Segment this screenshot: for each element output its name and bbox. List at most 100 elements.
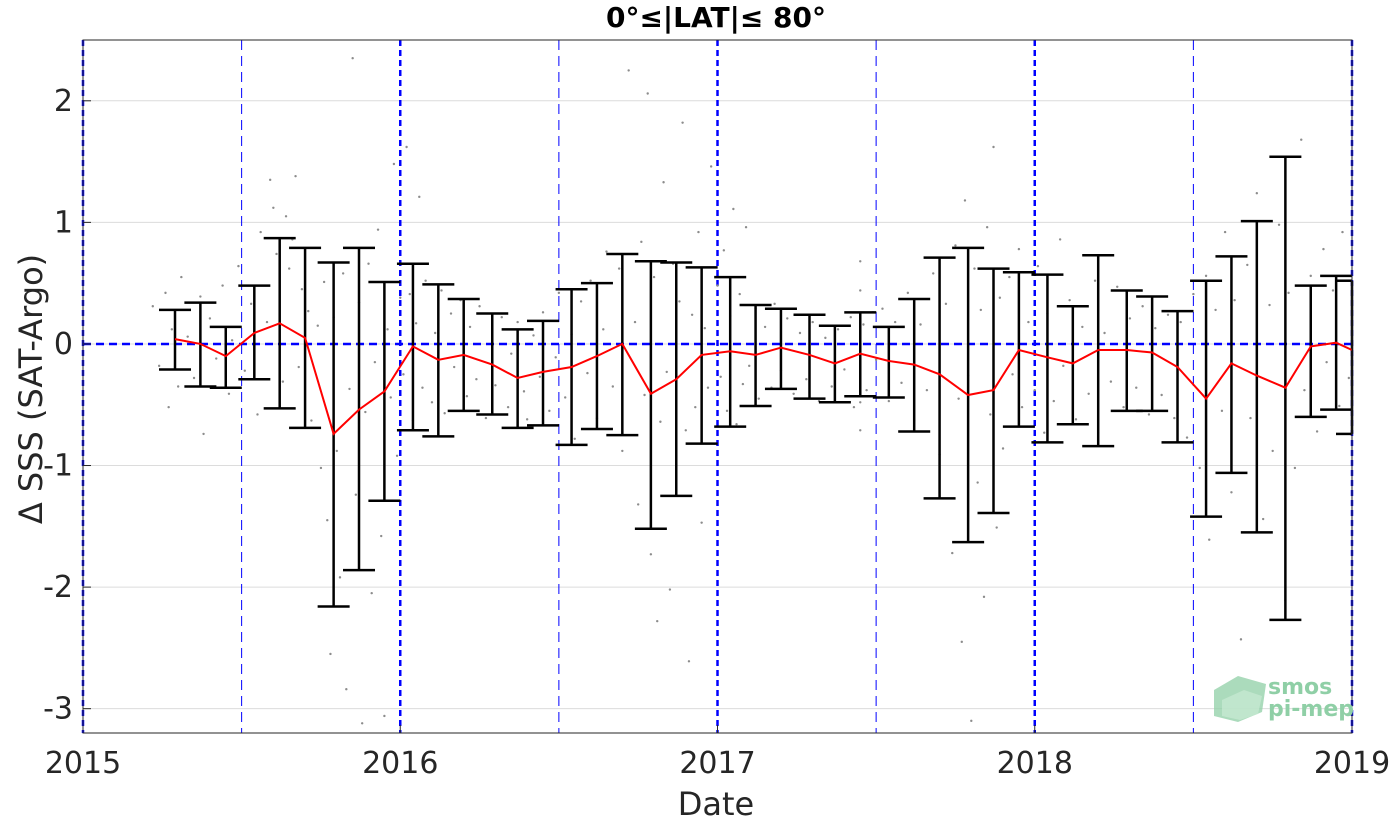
scatter-point bbox=[484, 416, 488, 420]
scatter-point bbox=[1017, 247, 1021, 251]
scatter-point bbox=[919, 323, 922, 326]
scatter-point bbox=[500, 316, 503, 319]
scatter-point bbox=[1179, 320, 1182, 324]
scatter-point bbox=[1322, 247, 1325, 251]
scatter-point bbox=[433, 331, 437, 335]
x-tick-label: 2019 bbox=[1314, 746, 1390, 781]
scatter-point bbox=[957, 397, 960, 400]
scatter-point bbox=[1300, 138, 1303, 141]
scatter-point bbox=[389, 396, 392, 399]
scatter-point bbox=[510, 352, 513, 355]
scatter-point bbox=[1011, 373, 1014, 376]
scatter-point bbox=[272, 206, 275, 209]
scatter-point bbox=[786, 317, 789, 320]
y-axis-label: Δ SSS (SAT-Argo) bbox=[12, 254, 50, 524]
scatter-point bbox=[522, 390, 526, 393]
scatter-point bbox=[367, 262, 370, 265]
scatter-point bbox=[208, 317, 212, 320]
scatter-point bbox=[164, 291, 167, 295]
scatter-point bbox=[805, 378, 808, 381]
scatter-point bbox=[1347, 376, 1351, 380]
scatter-point bbox=[725, 409, 729, 413]
scatter-point bbox=[944, 302, 948, 306]
scatter-point bbox=[719, 375, 722, 378]
scatter-point bbox=[351, 57, 354, 60]
scatter-point bbox=[748, 364, 751, 368]
scatter-point bbox=[360, 722, 364, 725]
x-tick-label: 2018 bbox=[997, 746, 1073, 781]
scatter-point bbox=[151, 305, 154, 308]
scatter-point bbox=[157, 364, 161, 368]
scatter-point bbox=[265, 320, 269, 324]
scatter-point bbox=[554, 356, 557, 359]
scatter-point bbox=[326, 519, 329, 522]
scatter-point bbox=[662, 181, 665, 184]
scatter-point bbox=[386, 328, 389, 331]
scatter-point bbox=[202, 432, 205, 436]
scatter-point bbox=[646, 92, 649, 95]
scatter-point bbox=[605, 250, 608, 253]
chart-title: 0°≤|LAT|≤ 80° bbox=[606, 1, 826, 34]
scatter-point bbox=[525, 418, 529, 421]
scatter-point bbox=[405, 145, 408, 149]
scatter-point bbox=[199, 295, 202, 298]
scatter-point bbox=[985, 226, 989, 229]
y-tick-label: -2 bbox=[43, 570, 73, 605]
scatter-point bbox=[1008, 275, 1011, 279]
scatter-point bbox=[1074, 418, 1078, 421]
scatter-point bbox=[440, 289, 443, 292]
scatter-point bbox=[643, 393, 646, 397]
scatter-point bbox=[1068, 298, 1071, 302]
scatter-point bbox=[859, 289, 862, 292]
scatter-point bbox=[963, 199, 967, 202]
scatter-point bbox=[443, 412, 446, 415]
scatter-point bbox=[982, 595, 986, 599]
scatter-point bbox=[1255, 191, 1259, 195]
scatter-point bbox=[636, 503, 640, 506]
scatter-point bbox=[294, 174, 297, 178]
scatter-point bbox=[992, 145, 995, 149]
scatter-point bbox=[230, 339, 234, 342]
scatter-point bbox=[322, 280, 326, 284]
scatter-point bbox=[830, 385, 833, 388]
x-axis-label: Date bbox=[678, 785, 754, 819]
scatter-point bbox=[757, 397, 760, 400]
scatter-point bbox=[798, 331, 802, 335]
scatter-point bbox=[602, 328, 605, 331]
scatter-point bbox=[348, 387, 351, 391]
scatter-point bbox=[716, 284, 719, 287]
scatter-point bbox=[611, 385, 615, 388]
scatter-point bbox=[656, 619, 659, 623]
scatter-point bbox=[1268, 303, 1271, 307]
scatter-point bbox=[893, 320, 897, 324]
scatter-point bbox=[297, 365, 300, 369]
scatter-point bbox=[1185, 436, 1189, 439]
scatter-point bbox=[989, 413, 992, 416]
scatter-point bbox=[564, 396, 567, 399]
scatter-point bbox=[633, 320, 637, 324]
scatter-point bbox=[741, 382, 745, 386]
scatter-point bbox=[862, 323, 865, 326]
scatter-point bbox=[227, 392, 231, 395]
scatter-point bbox=[380, 534, 383, 538]
y-tick-label: 1 bbox=[54, 205, 73, 240]
mean-line-layer bbox=[174, 322, 1353, 436]
scatter-point bbox=[1303, 388, 1306, 392]
scatter-point bbox=[256, 413, 259, 416]
y-tick-label: -1 bbox=[43, 449, 73, 484]
scatter-point bbox=[589, 279, 592, 282]
scatter-point bbox=[1135, 386, 1138, 389]
scatter-point bbox=[906, 291, 910, 295]
scatter-point bbox=[475, 378, 478, 381]
scatter-point bbox=[1261, 517, 1265, 521]
error-bars bbox=[159, 155, 1354, 622]
scatter-point bbox=[392, 162, 396, 166]
scatter-point bbox=[573, 437, 576, 440]
scatter-point bbox=[865, 388, 868, 392]
scatter-point bbox=[249, 302, 253, 306]
scatter-point bbox=[1087, 392, 1090, 395]
scatter-point bbox=[811, 320, 814, 324]
y-tick-label: -3 bbox=[43, 692, 73, 727]
scatter-point bbox=[399, 296, 402, 299]
scatter-point bbox=[310, 419, 313, 422]
